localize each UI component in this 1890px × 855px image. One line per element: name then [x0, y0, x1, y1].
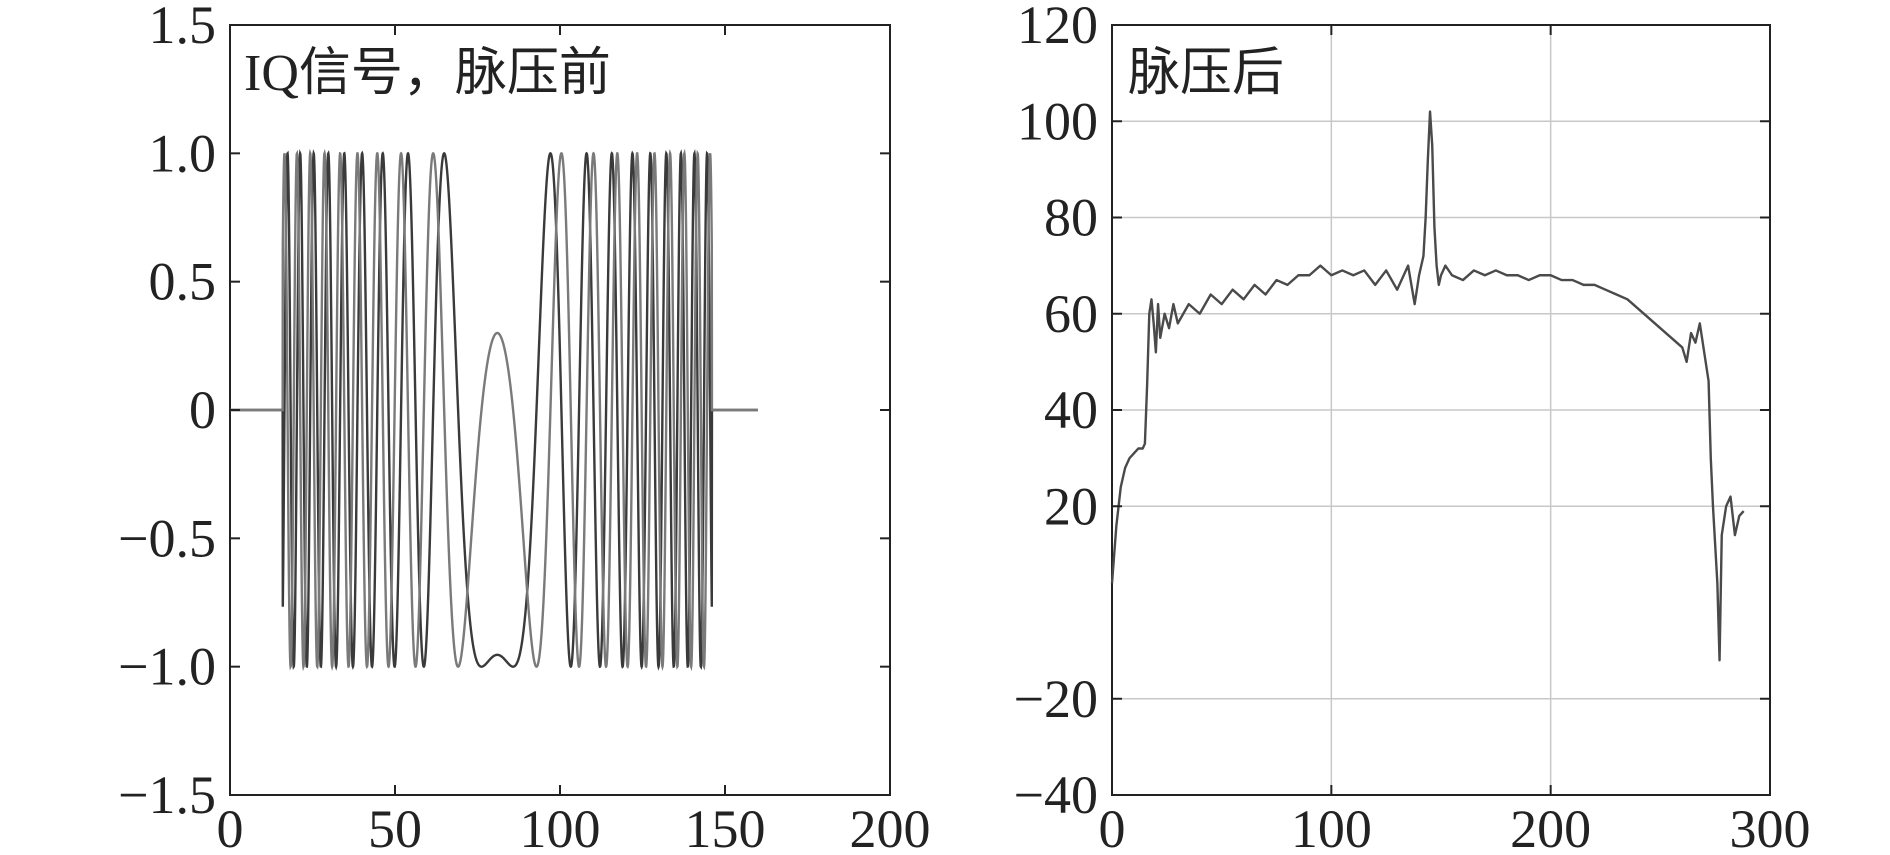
compressed-signal-line: [1110, 110, 1745, 662]
chart-title: IQ信号，脉压前: [244, 45, 611, 102]
y-tick-label: 80: [1044, 188, 1098, 248]
y-tick-label: −1.5: [118, 765, 216, 825]
y-tick-label: 1.5: [149, 0, 217, 55]
y-tick-label: 0: [189, 380, 216, 440]
y-tick-label: 1.0: [149, 123, 217, 183]
y-tick-label: 120: [1017, 0, 1098, 55]
tick-group: 0 50 100 150 200 1.5 1.0 0.5 0 −0.5 −1.0 −1.5: [118, 0, 930, 855]
y-tick-label: 60: [1044, 284, 1098, 344]
x-tick-label: 100: [1291, 799, 1372, 855]
y-tick-label: −0.5: [118, 508, 216, 568]
q-signal-line: [230, 149, 758, 671]
i-signal-line: [230, 148, 758, 672]
x-tick-label: 0: [1099, 799, 1126, 855]
y-tick-label: 20: [1044, 476, 1098, 536]
after-compression-panel: 0 100 200 300 120 100 80 60 40 20 −20 −40 脉压后: [1014, 0, 1811, 855]
x-tick-label: 150: [685, 799, 766, 855]
iq-before-compression-panel: 0 50 100 150 200 1.5 1.0 0.5 0 −0.5 −1.0 −1.5 IQ信号，…: [118, 0, 930, 855]
y-tick-label: 0.5: [149, 252, 217, 312]
series-group: [1110, 110, 1745, 662]
y-tick-label: 100: [1017, 91, 1098, 151]
y-tick-label: −20: [1014, 669, 1098, 729]
chart-title: 脉压后: [1128, 45, 1284, 102]
y-tick-label: 40: [1044, 380, 1098, 440]
x-tick-label: 300: [1730, 799, 1811, 855]
x-tick-label: 200: [850, 799, 931, 855]
x-tick-label: 50: [368, 799, 422, 855]
y-tick-label: −1.0: [118, 637, 216, 697]
y-tick-label: −40: [1014, 765, 1098, 825]
x-tick-label: 100: [520, 799, 601, 855]
x-tick-label: 200: [1510, 799, 1591, 855]
tick-group: 0 100 200 300 120 100 80 60 40 20 −20 −40: [1014, 0, 1811, 855]
grid: [1112, 25, 1770, 795]
x-tick-label: 0: [217, 799, 244, 855]
series-group: [230, 148, 758, 672]
